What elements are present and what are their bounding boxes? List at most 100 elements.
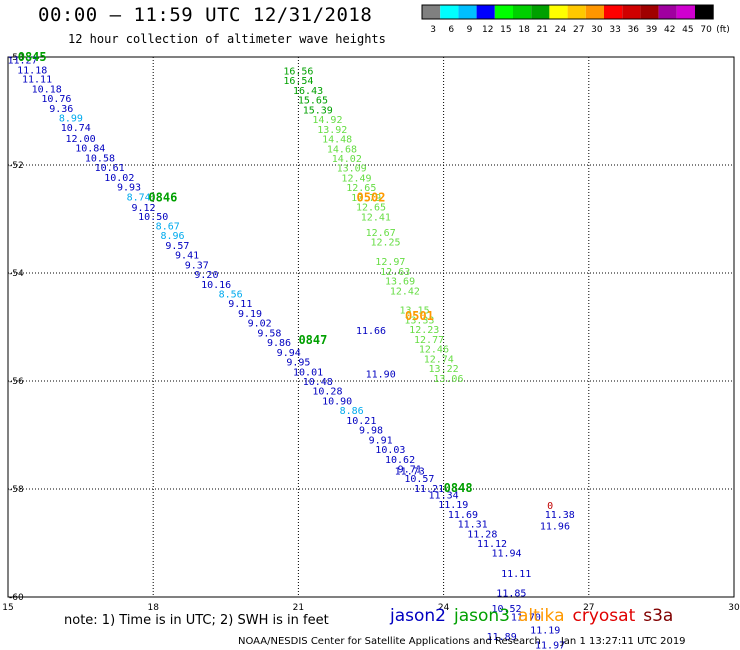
data-point-label: 11.31 bbox=[458, 520, 488, 531]
scale-border bbox=[421, 4, 714, 20]
data-point-label: 11.66 bbox=[356, 326, 386, 337]
data-point-label: 12.74 bbox=[424, 354, 454, 365]
data-point-label: 11.97 bbox=[535, 641, 565, 650]
data-point-label: 9.19 bbox=[238, 309, 262, 320]
y-tick-label: -56 bbox=[9, 377, 24, 387]
scale-swatch bbox=[640, 5, 659, 19]
data-point-label: 9.58 bbox=[257, 328, 281, 339]
data-point-label: 12.23 bbox=[409, 325, 439, 336]
data-point-label: 10.48 bbox=[303, 377, 333, 388]
data-point-label: 11.28 bbox=[467, 529, 497, 540]
series-jason2-light: 8.99 8.74 8.678.96 8.56 8.86 bbox=[59, 113, 364, 417]
data-point-label: 12.97 bbox=[375, 257, 405, 268]
scale-swatch bbox=[513, 5, 532, 19]
data-point-label: 12.41 bbox=[361, 212, 391, 223]
data-point-label: 9.12 bbox=[131, 203, 155, 214]
data-point-label: 12.00 bbox=[66, 134, 96, 145]
data-point-label: 12.63 bbox=[380, 267, 410, 278]
legend-entry-cryosat: cryosat bbox=[572, 606, 636, 626]
scale-swatch bbox=[458, 5, 477, 19]
data-point-label: 11.69 bbox=[448, 510, 478, 521]
footer-note: note: 1) Time is in UTC; 2) SWH is in fe… bbox=[64, 613, 329, 628]
data-point-label: 10.21 bbox=[346, 416, 376, 427]
scale-unit: (ft) bbox=[716, 25, 730, 35]
data-point-label: 0502 bbox=[357, 190, 386, 204]
data-point-label: 9.93 bbox=[117, 183, 141, 194]
legend: jason2 jason3 altika cryosat s3a bbox=[390, 606, 681, 626]
legend-entry-jason2: jason2 bbox=[390, 606, 446, 626]
data-point-label: 9.86 bbox=[267, 338, 291, 349]
series-jason3: 0845 0846 0847 0848 16.5616.5416.4315.6515.3… bbox=[18, 50, 473, 495]
scale-label: 9 bbox=[467, 25, 473, 35]
scale-label: 3 bbox=[430, 25, 436, 35]
data-point-label: 10.01 bbox=[293, 367, 323, 378]
data-point-label: 9.41 bbox=[175, 251, 199, 262]
data-point-label: 16.43 bbox=[293, 86, 323, 97]
data-point-label: 8.74 bbox=[127, 192, 151, 203]
data-point-label: 11.34 bbox=[429, 490, 459, 501]
scale-label: 6 bbox=[448, 25, 454, 35]
scale-label: 18 bbox=[518, 25, 530, 35]
data-point-label: 16.56 bbox=[283, 67, 313, 78]
data-point-label: 10.03 bbox=[375, 445, 405, 456]
scale-label: 39 bbox=[646, 25, 658, 35]
data-point-label: 10.84 bbox=[75, 144, 105, 155]
x-tick-label: 18 bbox=[147, 603, 159, 613]
data-point-label: 0847 bbox=[298, 333, 327, 347]
data-point-label: 11.85 bbox=[496, 589, 526, 600]
data-point-label: 0501 bbox=[405, 309, 434, 323]
scale-label: 42 bbox=[664, 25, 675, 35]
data-point-label: 13.15 bbox=[400, 306, 430, 317]
data-point-label: 0846 bbox=[148, 190, 177, 204]
scale-swatch bbox=[567, 5, 586, 19]
scale-swatch bbox=[622, 5, 641, 19]
data-point-label: 11.94 bbox=[491, 549, 521, 560]
data-point-label: 12.46 bbox=[419, 345, 449, 356]
scale-label: 33 bbox=[609, 25, 620, 35]
color-scale: 3 6 9 12 15 18 21 24 27 30 33 36 39 42 45 70 (ft) bbox=[421, 4, 730, 35]
data-point-label: 12.42 bbox=[390, 286, 420, 297]
series-cryosat: 0 bbox=[547, 501, 553, 512]
data-point-label: 10.58 bbox=[85, 153, 115, 164]
data-point-label: 8.86 bbox=[340, 406, 364, 417]
data-point-label: 15.65 bbox=[298, 96, 328, 107]
scale-swatch bbox=[695, 5, 714, 19]
data-point-label: 15.39 bbox=[303, 105, 333, 116]
data-point-label: 9.37 bbox=[185, 260, 209, 271]
data-point-label: 10.52 bbox=[491, 604, 521, 615]
data-point-label: 11.90 bbox=[366, 369, 396, 380]
data-point-label: 12.25 bbox=[370, 238, 400, 249]
data-point-label: 13.06 bbox=[433, 374, 463, 385]
series-jason3-light: 14.9213.9214.4814.6814.0213.0912.4912.65… bbox=[312, 115, 463, 385]
scale-label: 36 bbox=[628, 25, 640, 35]
scale-swatch bbox=[658, 5, 677, 19]
data-point-label: 8.96 bbox=[161, 231, 185, 242]
data-point-label: 10.76 bbox=[41, 94, 71, 105]
data-point-label: 0 bbox=[547, 501, 553, 512]
scale-swatch bbox=[476, 5, 495, 19]
data-point-label: 10.90 bbox=[322, 396, 352, 407]
data-point-label: 9.20 bbox=[194, 270, 218, 281]
data-point-label: 10.57 bbox=[404, 474, 434, 485]
data-point-label: 14.02 bbox=[332, 154, 362, 165]
y-tick-label: -52 bbox=[9, 161, 24, 171]
data-point-label: 10.16 bbox=[201, 280, 231, 291]
data-point-label: 13.22 bbox=[429, 364, 459, 375]
data-point-label: 14.48 bbox=[322, 135, 352, 146]
data-point-label: 11.11 bbox=[501, 569, 531, 580]
data-point-label: 11.73 bbox=[395, 467, 425, 478]
chart-title: 00:00 – 11:59 UTC 12/31/2018 bbox=[38, 4, 373, 26]
x-tick-label: 27 bbox=[583, 603, 594, 613]
data-point-label: 10.02 bbox=[104, 173, 134, 184]
data-point-label: 9.02 bbox=[248, 319, 272, 330]
y-tick-label: -50 bbox=[9, 53, 24, 63]
scale-label: 21 bbox=[537, 25, 548, 35]
data-point-label: 14.68 bbox=[327, 144, 357, 155]
data-point-label: 9.57 bbox=[165, 241, 189, 252]
scale-swatch bbox=[531, 5, 550, 19]
scale-label: 15 bbox=[500, 25, 511, 35]
scale-label: 70 bbox=[700, 25, 712, 35]
data-point-label: 11.12 bbox=[477, 539, 507, 550]
data-point-label: 9.36 bbox=[49, 104, 73, 115]
